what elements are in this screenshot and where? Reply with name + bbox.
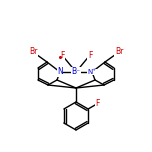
Text: F: F [60,50,64,59]
Text: N: N [57,67,63,76]
Text: F: F [96,100,100,109]
Text: B⁻: B⁻ [71,67,81,76]
Text: Br: Br [29,47,37,57]
Text: N⁺: N⁺ [88,69,97,75]
Text: F: F [88,50,92,59]
Text: Br: Br [115,47,123,57]
